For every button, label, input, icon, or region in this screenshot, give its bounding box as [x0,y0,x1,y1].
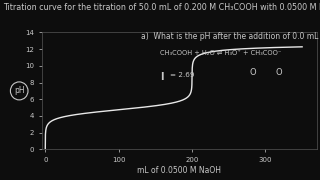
Text: I: I [160,72,164,82]
Text: Titration curve for the titration of 50.0 mL of 0.200 M CH₃COOH with 0.0500 M Na: Titration curve for the titration of 50.… [3,3,320,12]
Text: CH₃COOH + H₂O ⇌ H₃O⁺ + CH₃COO⁻: CH₃COOH + H₂O ⇌ H₃O⁺ + CH₃COO⁻ [160,50,281,56]
Text: a)  What is the pH after the addition of 0.0 mL of NaOH?: a) What is the pH after the addition of … [141,32,320,41]
Text: pH: pH [14,86,25,95]
Text: = 2.69: = 2.69 [170,72,194,78]
X-axis label: mL of 0.0500 M NaOH: mL of 0.0500 M NaOH [137,166,221,175]
Text: O: O [250,68,256,77]
Text: O: O [275,68,282,77]
